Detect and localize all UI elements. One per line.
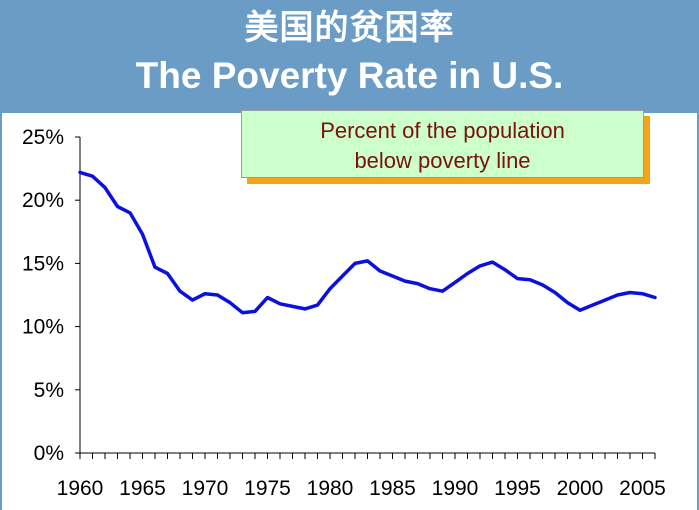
chart-frame [0,113,699,510]
callout-line-2: below poverty line [354,148,531,173]
title-banner: 美国的贫困率 The Poverty Rate in U.S. [0,0,699,113]
y-tick-label: 5% [34,379,64,402]
x-tick-label: 1995 [494,477,541,500]
x-tick-label: 2000 [557,477,604,500]
chart-callout: Percent of the population below poverty … [241,110,644,178]
y-tick-label: 20% [22,189,64,212]
callout-line-1: Percent of the population [320,118,565,143]
x-tick-label: 1980 [307,477,354,500]
english-title: The Poverty Rate in U.S. [135,55,564,96]
x-tick-label: 1970 [182,477,229,500]
chinese-title: 美国的贫困率 [244,8,455,48]
y-tick-label: 0% [34,442,64,465]
poverty-rate-line [78,170,657,315]
x-tick-label: 1965 [119,477,166,500]
x-tick-label: 2005 [619,477,666,500]
y-tick-label: 25% [22,126,64,149]
x-tick-label: 1990 [432,477,479,500]
x-tick-label: 1985 [369,477,416,500]
y-tick-label: 10% [22,316,64,339]
x-tick-label: 1975 [244,477,291,500]
y-tick-label: 15% [22,252,64,275]
x-tick-label: 1960 [57,477,104,500]
